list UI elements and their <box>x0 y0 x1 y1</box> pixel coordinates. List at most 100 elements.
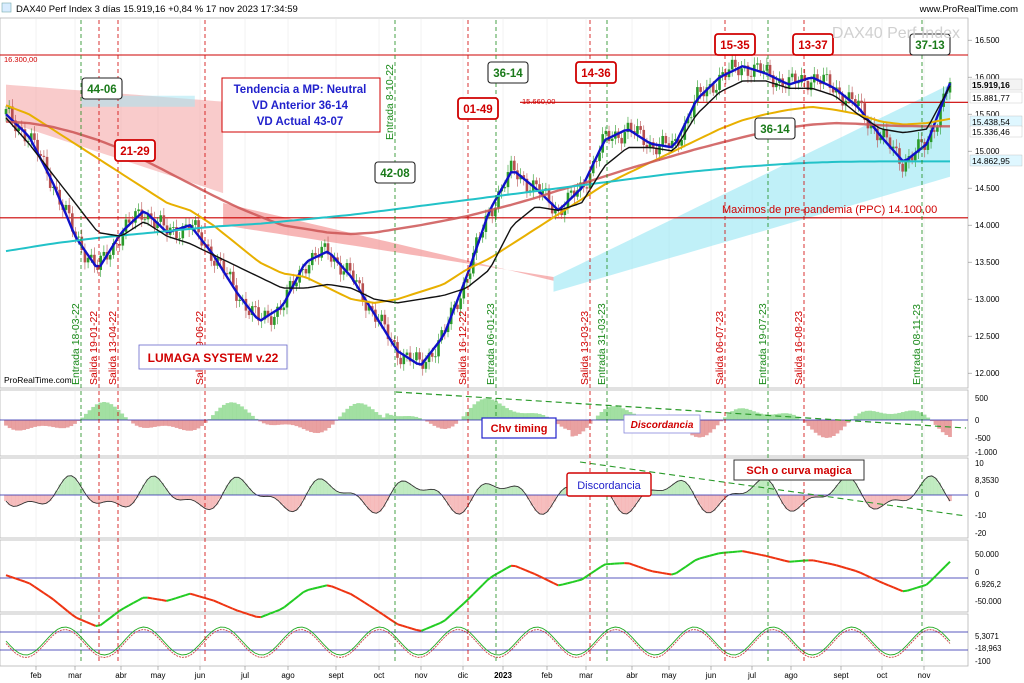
p3-line <box>672 573 677 574</box>
p3-line <box>846 568 851 569</box>
p3-line <box>908 589 913 590</box>
chv-timing-label: Chv timing <box>491 423 548 435</box>
candle-body <box>178 238 181 239</box>
trend-line-1: Tendencia a MP: Neutral <box>234 84 367 96</box>
y-tick-label: 12.000 <box>975 369 1000 378</box>
x-tick-label: jun <box>194 671 206 680</box>
oscillator-panel-4[interactable] <box>0 614 968 666</box>
p3-line <box>185 594 190 595</box>
y-tick-label: 12.500 <box>975 332 1000 341</box>
p3-line <box>780 560 785 561</box>
candle-body <box>740 68 743 75</box>
p3-line <box>761 555 766 556</box>
candle-body <box>229 272 232 275</box>
candle-body <box>128 219 131 222</box>
counter-text: 36-14 <box>493 68 523 80</box>
candle-body <box>661 136 664 145</box>
candle-body <box>920 139 923 142</box>
counter-text: 01-49 <box>463 104 492 116</box>
candle-body <box>586 187 589 188</box>
p3-line <box>195 595 200 596</box>
watermark: DAX40 Perf Index <box>832 25 960 42</box>
candle-body <box>103 252 106 256</box>
candle-body <box>860 101 863 103</box>
candle-body <box>270 316 273 325</box>
candle-body <box>425 362 428 369</box>
candle-body <box>756 63 759 64</box>
p3-line <box>700 557 705 558</box>
p3-line <box>653 571 658 572</box>
p2-tick: -20 <box>975 529 987 538</box>
x-tick-label: oct <box>374 671 385 680</box>
p3-line <box>756 554 761 555</box>
p3-line <box>903 591 908 592</box>
p3-line <box>209 599 214 600</box>
candle-body <box>406 353 409 355</box>
p3-tick: 50.000 <box>975 550 1000 559</box>
x-tick-label: ago <box>281 671 295 680</box>
y-tick-label: 16.500 <box>975 36 1000 45</box>
signal-label: Entrada 06-01-23 <box>485 303 497 385</box>
p2-tick: 8,3530 <box>975 476 1000 485</box>
brand-link[interactable]: www.ProRealTime.com <box>919 4 1018 15</box>
candle-body <box>690 117 693 118</box>
p3-line <box>841 567 846 568</box>
counter-text: 14-36 <box>581 68 610 80</box>
x-tick-label: may <box>661 671 676 680</box>
candle-body <box>68 205 71 213</box>
candle-body <box>826 74 829 75</box>
p3-line <box>96 625 101 626</box>
candle-body <box>491 210 494 216</box>
p3-line <box>827 563 832 564</box>
system-label: LUMAGA SYSTEM v.22 <box>148 351 279 365</box>
trend-line-3: VD Actual 43-07 <box>257 116 344 128</box>
p2-tick: 0 <box>975 490 980 499</box>
counter-text: 15-35 <box>720 40 750 52</box>
p3-line <box>176 597 181 598</box>
candle-body <box>418 352 421 359</box>
p3-line <box>813 560 818 561</box>
p3-line <box>648 570 653 571</box>
candle-body <box>144 219 147 220</box>
p3-line <box>568 582 573 583</box>
price-badge-text: 15.919,16 <box>972 80 1010 90</box>
candle-body <box>434 356 437 357</box>
collapse-icon[interactable] <box>2 3 11 12</box>
candle-body <box>636 126 639 134</box>
p3-tick: 0 <box>975 568 980 577</box>
p3-line <box>747 552 752 553</box>
p3-line <box>327 585 332 586</box>
candle-body <box>384 315 387 325</box>
p3-line <box>417 630 422 631</box>
oscillator-panel-3[interactable] <box>0 540 968 612</box>
candle-body <box>273 317 276 325</box>
candle-body <box>510 161 513 172</box>
p1-tick: 0 <box>975 416 980 425</box>
p3-tick: -50.000 <box>975 597 1002 606</box>
p3-line <box>837 565 842 566</box>
candle-body <box>163 215 166 225</box>
x-tick-label: jun <box>705 671 717 680</box>
discordancia-label-1: Discordancia <box>631 420 694 431</box>
candle-body <box>118 244 121 246</box>
candle-body <box>415 352 418 360</box>
x-tick-label: nov <box>415 671 428 680</box>
p3-line <box>166 600 171 601</box>
counter-text: 44-06 <box>87 84 116 96</box>
x-tick-label: mar <box>68 671 82 680</box>
x-tick-label: feb <box>541 671 553 680</box>
p3-line <box>823 562 828 563</box>
y-tick-label: 13.500 <box>975 258 1000 267</box>
candle-body <box>750 76 753 77</box>
candle-body <box>469 273 472 279</box>
candle-body <box>137 209 140 211</box>
candle-body <box>611 139 614 141</box>
counter-text: 21-29 <box>120 146 149 158</box>
candle-body <box>734 60 737 67</box>
p3-line <box>912 588 917 589</box>
signal-label: Entrada 18-03-22 <box>70 303 82 385</box>
candle-body <box>197 220 200 232</box>
candle-body <box>904 161 907 171</box>
p3-line <box>402 626 407 627</box>
